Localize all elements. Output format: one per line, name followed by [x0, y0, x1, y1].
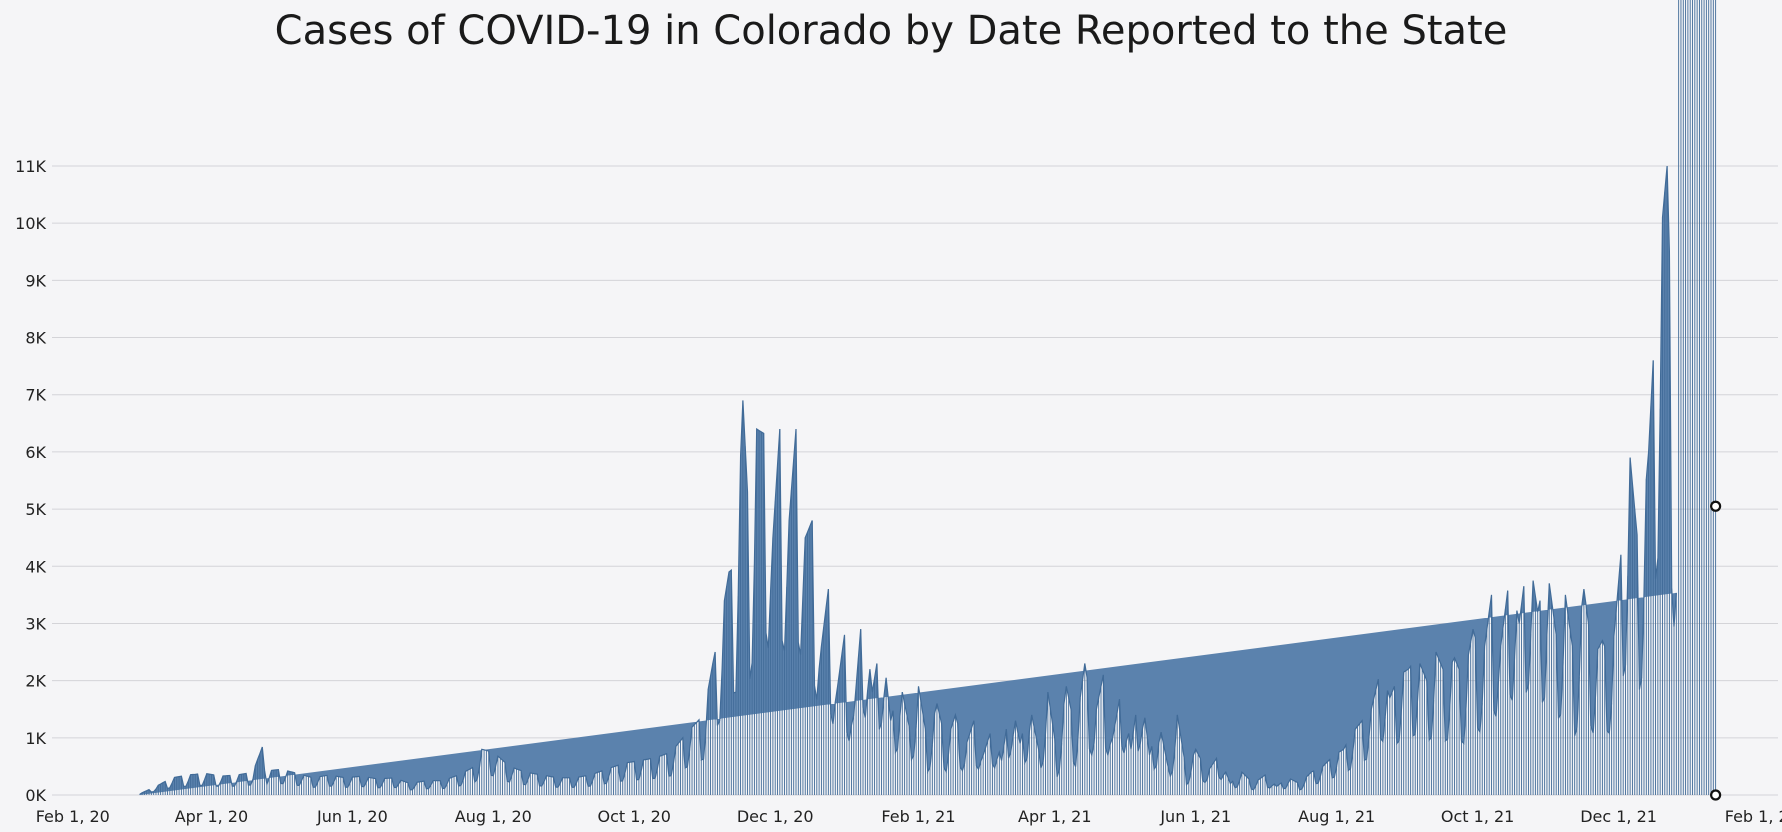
x-tick-label: Dec 1, 20: [737, 807, 814, 826]
y-axis: 0K 1K 2K 3K 4K 5K 6K 7K 8K 9K 10K 11K: [15, 157, 46, 805]
y-tick-label: 10K: [15, 214, 46, 233]
x-axis: Feb 1, 20 Apr 1, 20 Jun 1, 20 Aug 1, 20 Oct …: [36, 807, 1782, 826]
x-tick-label: Dec 1, 21: [1580, 807, 1657, 826]
y-tick-label: 7K: [25, 386, 46, 405]
series-line: [139, 165, 1677, 795]
chart-title: Cases of COVID-19 in Colorado by Date Re…: [274, 8, 1508, 54]
x-tick-label: Aug 1, 21: [1298, 807, 1375, 826]
x-tick-label: Oct 1, 20: [598, 807, 671, 826]
x-tick-label: Feb 1, 20: [36, 807, 110, 826]
y-tick-label: 2K: [25, 672, 46, 691]
y-tick-label: 1K: [25, 729, 46, 748]
y-tick-label: 0K: [25, 786, 46, 805]
y-tick-label: 5K: [25, 500, 46, 519]
y-tick-label: 8K: [25, 329, 46, 348]
x-tick-label: Apr 1, 20: [175, 807, 248, 826]
x-tick-label: Jun 1, 20: [316, 807, 388, 826]
x-tick-label: Feb 1, 21: [881, 807, 955, 826]
y-tick-label: 6K: [25, 443, 46, 462]
series-area: [139, 0, 1717, 795]
y-tick-label: 4K: [25, 557, 46, 576]
x-tick-label: Apr 1, 21: [1018, 807, 1091, 826]
x-tick-label: Feb 1, 22: [1725, 807, 1782, 826]
data-point-marker: [1710, 500, 1722, 512]
y-tick-label: 9K: [25, 271, 46, 290]
x-tick-label: Aug 1, 20: [455, 807, 532, 826]
daily-bars: [139, 0, 1717, 795]
y-tick-label: 3K: [25, 614, 46, 633]
x-tick-label: Oct 1, 21: [1441, 807, 1514, 826]
y-tick-label: 11K: [15, 157, 46, 176]
x-tick-label: Jun 1, 21: [1159, 807, 1231, 826]
data-point-marker: [1710, 789, 1722, 801]
markers: [1710, 500, 1722, 801]
series-area-fill: [139, 166, 1677, 795]
